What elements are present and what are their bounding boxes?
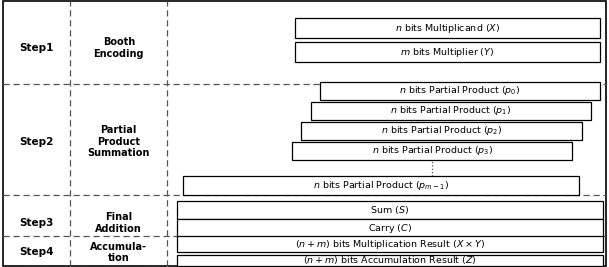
Text: $n$ bits Partial Product ($p_0$): $n$ bits Partial Product ($p_0$) bbox=[399, 84, 521, 97]
Text: Sum ($\mathit{S}$): Sum ($\mathit{S}$) bbox=[370, 204, 409, 215]
FancyBboxPatch shape bbox=[311, 102, 591, 120]
Text: Carry ($\mathit{C}$): Carry ($\mathit{C}$) bbox=[368, 222, 412, 235]
FancyBboxPatch shape bbox=[177, 255, 603, 266]
Text: $m$ bits Multiplier ($\mathit{Y}$): $m$ bits Multiplier ($\mathit{Y}$) bbox=[401, 46, 495, 58]
Text: $n$ bits Partial Product ($p_{m-1}$): $n$ bits Partial Product ($p_{m-1}$) bbox=[312, 179, 449, 192]
Text: $n$ bits Partial Product ($p_3$): $n$ bits Partial Product ($p_3$) bbox=[371, 144, 493, 157]
Text: $(n+m)$ bits Accumulation Result ($\mathit{Z}$): $(n+m)$ bits Accumulation Result ($\math… bbox=[303, 254, 477, 266]
Text: Step3: Step3 bbox=[19, 218, 54, 228]
Text: $n$ bits Partial Product ($p_1$): $n$ bits Partial Product ($p_1$) bbox=[390, 104, 512, 117]
FancyBboxPatch shape bbox=[183, 176, 579, 195]
Text: Step1: Step1 bbox=[19, 43, 54, 53]
Text: Booth
Encoding: Booth Encoding bbox=[94, 37, 144, 59]
FancyBboxPatch shape bbox=[295, 42, 600, 62]
FancyBboxPatch shape bbox=[320, 82, 600, 100]
FancyBboxPatch shape bbox=[295, 18, 600, 38]
Text: Partial
Product
Summation: Partial Product Summation bbox=[88, 125, 150, 158]
Text: $n$ bits Multiplicand ($\mathit{X}$): $n$ bits Multiplicand ($\mathit{X}$) bbox=[395, 22, 500, 34]
FancyBboxPatch shape bbox=[177, 236, 603, 252]
Text: Step2: Step2 bbox=[19, 136, 54, 147]
Text: Step4: Step4 bbox=[19, 247, 54, 257]
Text: $n$ bits Partial Product ($p_2$): $n$ bits Partial Product ($p_2$) bbox=[381, 124, 502, 137]
FancyBboxPatch shape bbox=[177, 219, 603, 237]
FancyBboxPatch shape bbox=[292, 142, 572, 160]
Text: $(n+m)$ bits Multiplication Result ($\mathit{X}\times\mathit{Y}$): $(n+m)$ bits Multiplication Result ($\ma… bbox=[295, 238, 485, 251]
Text: Final
Addition: Final Addition bbox=[96, 212, 142, 234]
Text: Accumula-
tion: Accumula- tion bbox=[90, 242, 147, 263]
FancyBboxPatch shape bbox=[177, 201, 603, 219]
FancyBboxPatch shape bbox=[301, 122, 582, 140]
